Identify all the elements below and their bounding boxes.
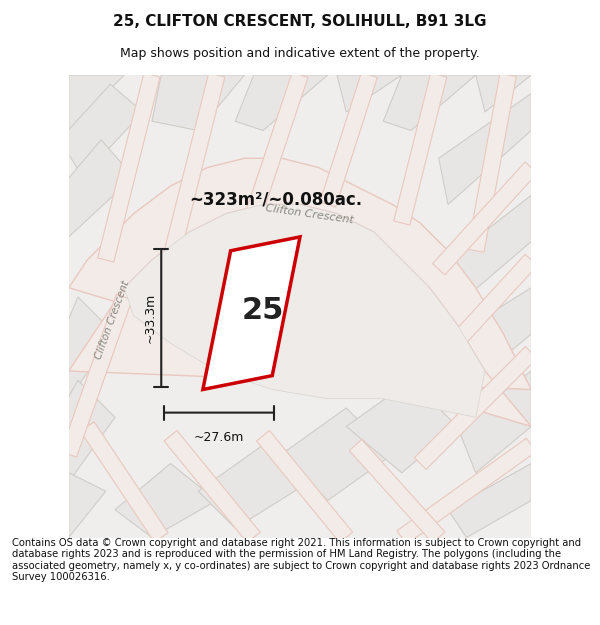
Polygon shape [320,72,377,207]
Polygon shape [349,439,445,543]
Polygon shape [69,158,531,426]
Polygon shape [50,297,115,399]
Text: Clifton Crescent: Clifton Crescent [265,202,354,225]
Polygon shape [397,438,536,544]
Polygon shape [203,237,300,389]
Polygon shape [467,74,517,253]
Polygon shape [61,294,132,457]
Polygon shape [439,94,531,204]
Text: ~323m²/~0.080ac.: ~323m²/~0.080ac. [189,191,362,209]
Polygon shape [457,288,531,380]
Polygon shape [394,73,447,225]
Polygon shape [235,75,328,131]
Polygon shape [424,254,538,377]
Text: Contains OS data © Crown copyright and database right 2021. This information is : Contains OS data © Crown copyright and d… [12,538,590,582]
Polygon shape [69,472,106,538]
Text: 25, CLIFTON CRESCENT, SOLIHULL, B91 3LG: 25, CLIFTON CRESCENT, SOLIHULL, B91 3LG [113,14,487,29]
Polygon shape [433,162,538,275]
Polygon shape [383,75,476,131]
Polygon shape [346,380,457,472]
Polygon shape [246,72,308,216]
Polygon shape [457,371,531,472]
Polygon shape [41,380,115,482]
Polygon shape [164,431,260,542]
Polygon shape [163,73,225,262]
Text: ~33.3m: ~33.3m [143,292,157,343]
Polygon shape [115,464,217,538]
Text: Map shows position and indicative extent of the property.: Map shows position and indicative extent… [120,48,480,61]
Polygon shape [50,140,133,237]
Polygon shape [337,75,402,112]
Polygon shape [448,195,531,297]
Polygon shape [80,422,168,542]
Text: Clifton Crescent: Clifton Crescent [94,279,131,361]
Polygon shape [415,347,537,469]
Polygon shape [59,84,143,177]
Polygon shape [124,204,485,418]
Polygon shape [198,445,309,528]
Text: 25: 25 [242,296,284,326]
Polygon shape [281,408,392,501]
Polygon shape [448,464,531,538]
Text: ~27.6m: ~27.6m [194,431,244,444]
Polygon shape [69,75,124,131]
Polygon shape [476,75,531,112]
Polygon shape [152,75,245,131]
Polygon shape [98,73,160,262]
Polygon shape [257,431,353,542]
